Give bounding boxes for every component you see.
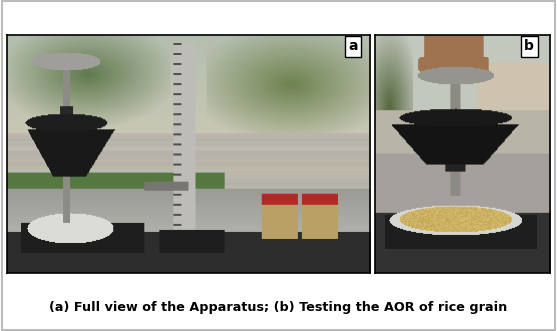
- Text: (a) Full view of the Apparatus; (b) Testing the AOR of rice grain: (a) Full view of the Apparatus; (b) Test…: [50, 301, 507, 314]
- Text: b: b: [524, 39, 534, 53]
- Text: a: a: [348, 39, 358, 53]
